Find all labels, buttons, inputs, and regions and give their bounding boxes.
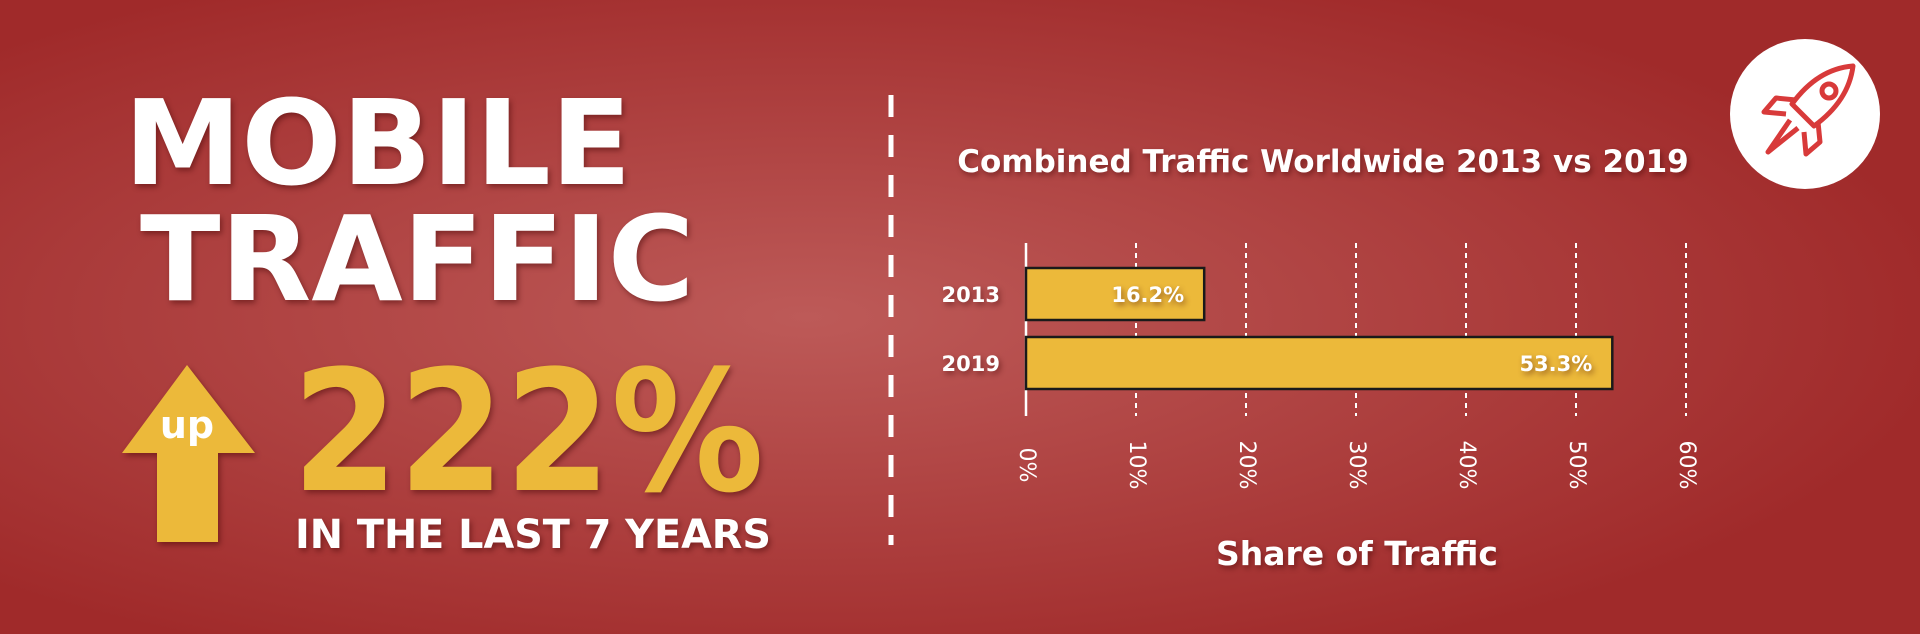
value-label: 16.2% (1111, 283, 1184, 307)
chart-title: Combined Traffic Worldwide 2013 vs 2019 (957, 144, 1689, 180)
x-tick-label: 60% (1674, 441, 1699, 490)
x-tick-label: 0% (1014, 448, 1039, 483)
plot: 0% 10% 20% 30% 40% 50% 60% 2013 16.2% 2019 53.3% (942, 243, 1699, 489)
bar (1024, 335, 1614, 391)
x-tick-label: 20% (1234, 441, 1259, 490)
x-tick-label: 40% (1454, 441, 1479, 490)
x-axis-label: Share of Traffic (1216, 534, 1498, 573)
arrow-label: up (160, 403, 214, 447)
value-label: 53.3% (1519, 352, 1592, 376)
y-tick-label: 2019 (942, 352, 1000, 376)
bar (1024, 266, 1206, 322)
rocket-icon (1730, 39, 1880, 189)
up-arrow (122, 365, 255, 542)
headline-line2: TRAFFIC (140, 190, 694, 328)
headline-line1: MOBILE (124, 74, 631, 212)
big-figure: 222% (292, 334, 764, 530)
x-tick-label: 10% (1124, 441, 1149, 490)
caption: IN THE LAST 7 YEARS (295, 512, 771, 558)
x-tick-label: 50% (1564, 441, 1589, 490)
x-tick-label: 30% (1344, 441, 1369, 490)
rocket (1761, 63, 1856, 157)
y-tick-label: 2013 (942, 283, 1000, 307)
